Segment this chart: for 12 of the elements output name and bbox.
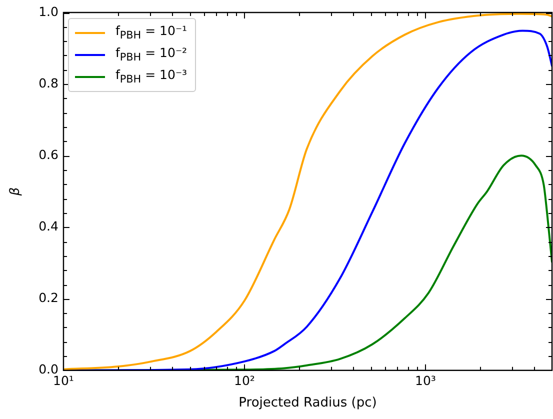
legend-label: f$_{PBH}$ = 10⁻²: [115, 45, 188, 64]
x-tick-label: 10²: [234, 373, 255, 388]
y-tick-label: 0.2: [38, 290, 58, 306]
x-axis-title: Projected Radius (pc): [238, 396, 377, 411]
y-tick-label: 0.8: [38, 75, 59, 90]
y-tick-label: 1.0: [38, 4, 59, 19]
y-axis-title: β: [8, 187, 24, 197]
y-tick-label: 0.6: [38, 146, 59, 162]
y-tick-label: 0.4: [38, 218, 59, 234]
legend-label: f$_{PBH}$ = 10⁻³: [115, 67, 188, 86]
x-tick-label: 10³: [415, 373, 436, 388]
legend-label: f$_{PBH}$ = 10⁻¹: [115, 23, 188, 42]
